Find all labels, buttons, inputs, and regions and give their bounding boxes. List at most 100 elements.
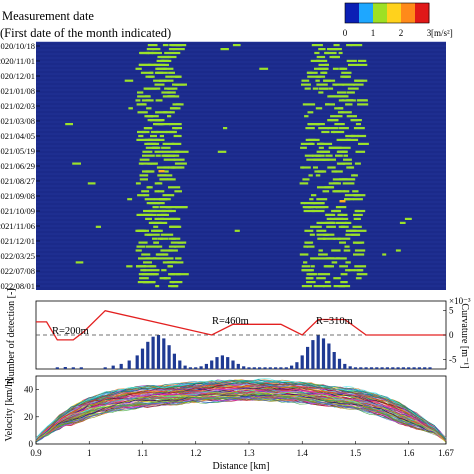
detection-cell <box>330 130 335 134</box>
detection-bar <box>146 341 150 369</box>
detection-cell <box>299 182 304 185</box>
detection-cell <box>346 59 357 62</box>
detection-cell <box>313 158 326 161</box>
detection-cell <box>332 178 344 181</box>
detection-cell <box>161 209 166 213</box>
detection-cell <box>175 257 182 260</box>
detection-cell <box>337 213 348 216</box>
detection-cell <box>164 170 169 173</box>
detection-cell <box>163 154 176 157</box>
detection-bar <box>279 367 283 369</box>
velocity-xlabel: Distance [km] <box>213 461 270 472</box>
detection-cell <box>353 127 365 130</box>
detection-bar <box>359 367 363 369</box>
detection-cell <box>348 63 360 66</box>
detection-cell <box>338 127 349 130</box>
detection-cell <box>347 91 355 94</box>
detection-cell <box>301 83 311 86</box>
detection-cell <box>345 221 352 224</box>
detection-cell <box>327 48 338 51</box>
velocity-x-tick-label: 1 <box>87 448 92 458</box>
detection-cell <box>170 273 181 276</box>
detection-cell <box>169 123 182 126</box>
detection-cell <box>159 79 167 82</box>
detection-cell <box>158 123 171 126</box>
detection-bar <box>401 367 405 369</box>
detection-cell <box>152 237 158 240</box>
detection-ylabel: Number of detection [-] <box>6 288 17 383</box>
detection-bar <box>343 363 347 369</box>
velocity-x-tick-label: 1.4 <box>297 448 309 458</box>
detection-cell <box>148 138 160 141</box>
detection-cell <box>220 48 229 51</box>
detection-cell <box>168 209 176 213</box>
detection-cell <box>138 241 148 244</box>
detection-cell <box>320 142 333 145</box>
detection-cell <box>160 237 169 240</box>
detection-cell <box>339 67 348 70</box>
detection-cell <box>141 253 151 256</box>
detection-cell <box>145 75 155 78</box>
detection-cell <box>334 83 345 86</box>
detection-cell <box>343 154 348 157</box>
detection-cell <box>310 225 322 228</box>
detection-cell <box>144 138 151 141</box>
detection-cell <box>157 202 165 205</box>
detection-cell <box>306 245 315 248</box>
detection-bar <box>103 367 107 369</box>
detection-bar <box>167 345 171 369</box>
velocity-x-tick-label: 1.67 <box>438 448 454 458</box>
date-label: 2021/03/08 <box>0 116 35 126</box>
detection-cell <box>307 111 314 114</box>
detection-cell <box>138 273 152 276</box>
detection-cell <box>344 75 349 78</box>
detection-cell <box>143 213 153 216</box>
detection-cell <box>145 146 159 149</box>
detection-cell <box>162 257 174 260</box>
detection-cell <box>311 209 325 213</box>
detection-cell <box>314 51 320 55</box>
detection-cell <box>169 225 182 228</box>
detection-cell <box>353 253 365 256</box>
detection-cell <box>139 158 150 161</box>
detection-cell <box>137 281 150 284</box>
detection-cell <box>346 138 359 141</box>
colorbar-unit: [m/s²] <box>431 28 453 38</box>
detection-cell <box>154 83 165 86</box>
detection-bar <box>135 355 139 369</box>
detection-cell <box>150 273 158 276</box>
detection-cell <box>305 127 315 130</box>
detection-cell <box>326 217 332 220</box>
detection-cell <box>356 273 368 276</box>
detection-cell <box>141 99 154 102</box>
detection-cell <box>173 48 185 51</box>
velocity-series <box>35 396 447 441</box>
detection-cell <box>175 75 182 78</box>
detection-cell <box>146 202 157 205</box>
detection-bar <box>290 365 294 369</box>
detection-cell <box>164 51 171 55</box>
date-label: 2020/10/18 <box>0 41 35 51</box>
detection-cell <box>143 269 152 272</box>
detection-bar <box>127 360 131 369</box>
detection-bar <box>412 367 416 369</box>
detection-cell <box>338 51 343 55</box>
velocity-y-tick-label: 20 <box>24 412 34 422</box>
detection-cell <box>143 194 150 197</box>
detection-cell <box>353 217 361 220</box>
detection-bar <box>337 358 342 369</box>
detection-cell <box>320 67 328 70</box>
detection-cell <box>316 221 322 224</box>
detection-cell <box>344 198 354 201</box>
detection-cell <box>137 194 146 197</box>
detection-cell <box>87 182 96 185</box>
detection-cell <box>333 130 345 134</box>
detection-cell <box>329 221 336 224</box>
detection-cell <box>170 241 184 244</box>
detection-cell <box>169 44 180 47</box>
date-label: 2021/12/01 <box>0 236 35 246</box>
detection-cell <box>146 48 155 51</box>
detection-bar <box>332 352 336 369</box>
detection-cell <box>338 99 344 102</box>
